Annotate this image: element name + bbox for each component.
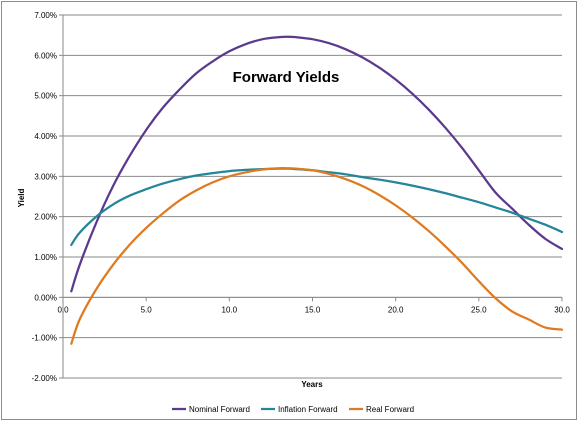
y-tick-label: 5.00% bbox=[34, 92, 57, 101]
y-tick-label: 6.00% bbox=[34, 51, 57, 60]
series-lines bbox=[70, 35, 564, 345]
series-line-real-forward bbox=[70, 167, 564, 345]
series-line-nominal-forward bbox=[70, 35, 564, 293]
legend-label: Inflation Forward bbox=[278, 405, 338, 414]
x-tick-label: 20.0 bbox=[388, 305, 404, 314]
chart-title: Forward Yields bbox=[233, 69, 340, 86]
y-tick-label: 3.00% bbox=[34, 172, 57, 181]
x-tick-label: 0.0 bbox=[57, 305, 69, 314]
y-tick-label: 7.00% bbox=[34, 11, 57, 20]
y-tick-label: 1.00% bbox=[34, 253, 57, 262]
x-tick-label: 10.0 bbox=[222, 305, 238, 314]
legend-item-nominal-forward: Nominal Forward bbox=[172, 405, 250, 414]
y-tick-label: -2.00% bbox=[32, 374, 57, 383]
x-axis-title: Years bbox=[301, 380, 323, 389]
legend-label: Nominal Forward bbox=[189, 405, 250, 414]
x-tick-label: 5.0 bbox=[141, 305, 153, 314]
x-tick-label: 30.0 bbox=[554, 305, 570, 314]
y-tick-label: 2.00% bbox=[34, 213, 57, 222]
y-axis-title: Yield bbox=[17, 188, 26, 207]
x-tick-label: 25.0 bbox=[471, 305, 487, 314]
y-tick-label: 0.00% bbox=[34, 293, 57, 302]
legend: Nominal Forward Inflation Forward Real For… bbox=[172, 405, 414, 414]
y-tick-label: 4.00% bbox=[34, 132, 57, 141]
legend-label: Real Forward bbox=[366, 405, 414, 414]
y-tick-label: -1.00% bbox=[32, 334, 57, 343]
x-tick-label: 15.0 bbox=[305, 305, 321, 314]
legend-item-real-forward: Real Forward bbox=[349, 405, 414, 414]
axes: -2.00% -1.00% 0.00% 1.00% 2.00% 3.00% 4.00% 5.0… bbox=[32, 11, 571, 383]
series-line-inflation-forward bbox=[70, 167, 564, 247]
legend-item-inflation-forward: Inflation Forward bbox=[261, 405, 338, 414]
